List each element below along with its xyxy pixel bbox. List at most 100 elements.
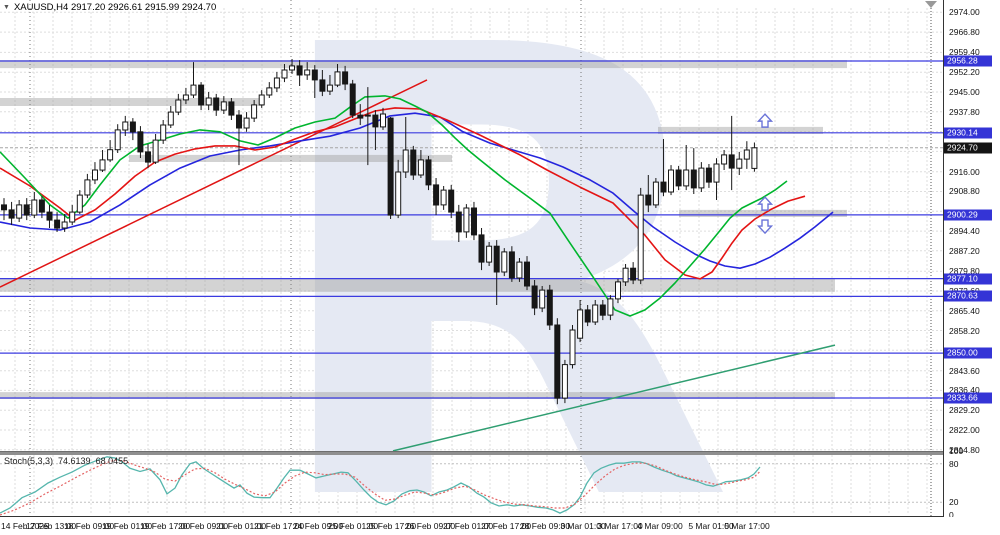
price-level-badge: 2900.29 — [944, 209, 992, 221]
bull-candle — [107, 149, 114, 161]
current-price-badge: 2924.70 — [944, 142, 992, 154]
bear-candle — [311, 69, 318, 81]
bull-candle — [463, 207, 470, 233]
stoch-scale-label: 100 — [949, 446, 964, 456]
time-tick-label: 27 Feb 17:00 — [480, 521, 532, 531]
bear-candle — [675, 169, 682, 187]
bull-candle — [364, 114, 371, 117]
seps-layer — [29, 0, 937, 516]
price-tick-label: 2822.00 — [949, 425, 980, 435]
price-tick-label: 2916.00 — [949, 166, 980, 177]
mid-ma — [0, 107, 806, 280]
bear-candle — [455, 211, 462, 233]
bull-candle — [266, 87, 273, 96]
price-tick-label: 2865.40 — [949, 305, 980, 316]
bull-candle — [160, 124, 167, 141]
stoch-scale-label: 20 — [949, 497, 959, 508]
time-tick-label: 21 Feb 17:00 — [253, 521, 305, 531]
bull-candle — [92, 169, 98, 181]
bull-candle — [743, 149, 750, 160]
time-tick-label: 17 Feb 13:00 — [25, 521, 77, 531]
bull-candle — [402, 149, 409, 173]
bull-candle — [205, 97, 212, 106]
chart-shift-marker-icon — [925, 1, 937, 8]
supply-demand-zone — [0, 60, 847, 69]
bull-candle — [69, 211, 76, 223]
symbol-collapse-icon[interactable]: ▼ — [3, 4, 10, 11]
bull-candle — [304, 69, 311, 76]
supply-demand-zone — [0, 392, 835, 399]
price-axis[interactable]: 2974.00 2966.80 2959.40 2952.20 2945.00 2937.… — [944, 0, 1000, 520]
up-arrow-marker — [756, 196, 774, 211]
bear-candle — [8, 209, 15, 219]
time-tick-label: 19 Feb 17:00 — [139, 521, 191, 531]
bear-candle — [54, 219, 61, 229]
indicator-k-value: 74.6139 — [58, 456, 91, 466]
time-tick-label: 3 Mar 17:00 — [597, 521, 643, 531]
price-tick-label: 2894.40 — [949, 226, 980, 237]
price-tick-label: 2843.60 — [949, 365, 980, 376]
price-level-badge: 2833.66 — [944, 392, 992, 404]
bear-candle — [296, 65, 303, 76]
time-tick-label: 3 Mar 01:00 — [560, 521, 606, 531]
bull-candle — [486, 245, 493, 263]
bull-candle — [698, 167, 705, 189]
trend-layer — [0, 79, 836, 452]
trendline — [392, 344, 836, 452]
indicator-label: Stoch(5,3,3) 74.6139 68.0455 — [4, 456, 133, 466]
bull-candle — [713, 163, 720, 183]
bull-candle — [501, 251, 508, 273]
bear-candle — [531, 285, 538, 309]
candles-layer — [1, 59, 758, 405]
bull-candle — [440, 189, 447, 206]
bear-candle — [478, 234, 485, 263]
supply-demand-zone — [658, 126, 823, 134]
time-tick-label: 25 Feb 17:00 — [365, 521, 417, 531]
supply-demand-zone — [129, 154, 452, 162]
bull-candle — [31, 199, 38, 216]
pane-separator-handle[interactable] — [0, 451, 943, 455]
supply-demand-zone — [0, 278, 835, 292]
bull-candle — [592, 304, 599, 323]
bull-candle — [516, 261, 523, 279]
trendline — [0, 79, 428, 288]
bear-candle — [546, 289, 553, 326]
bull-candle — [395, 171, 402, 216]
price-tick-label: 2879.80 — [949, 266, 980, 277]
bull-candle — [258, 94, 265, 106]
bull-candle — [175, 99, 182, 113]
price-tick-label: 2887.20 — [949, 245, 980, 256]
bear-candle — [554, 324, 561, 399]
bear-candle — [1, 204, 7, 211]
symbol-ohlc-text: XAUUSD,H4 2917.20 2926.61 2915.99 2924.7… — [13, 2, 217, 13]
bear-candle — [372, 114, 379, 128]
bear-candle — [728, 154, 735, 169]
time-axis[interactable]: 14 Feb 2025 17 Feb 13:00 18 Feb 09:00 19 Fe… — [0, 517, 1000, 535]
time-tick-label: 20 Feb 09:00 — [177, 521, 229, 531]
bull-candle — [167, 111, 174, 126]
stoch-d-line — [0, 459, 761, 516]
bear-candle — [137, 131, 144, 153]
time-tick-label: 21 Feb 01:00 — [215, 521, 267, 531]
bull-candle — [61, 221, 68, 229]
price-level-badge: 2850.00 — [944, 347, 992, 359]
bear-candle — [433, 184, 440, 206]
stoch-layer — [0, 456, 761, 516]
price-tick-label: 2952.20 — [949, 67, 980, 78]
bull-candle — [561, 364, 568, 399]
bull-candle — [751, 147, 758, 169]
bear-candle — [213, 97, 220, 111]
time-tick-label: 28 Feb 09:00 — [519, 521, 571, 531]
bull-candle — [273, 77, 280, 89]
bull-candle — [76, 194, 83, 213]
time-tick-label: 19 Feb 01:00 — [101, 521, 153, 531]
bull-candle — [736, 158, 743, 169]
price-tick-label: 2966.80 — [949, 27, 980, 38]
bear-candle — [645, 194, 652, 206]
stoch-scale-label: 0 — [949, 510, 954, 520]
bear-candle — [705, 167, 712, 183]
price-tick-label: 2836.40 — [949, 385, 980, 396]
time-tick-label: 18 Feb 09:00 — [63, 521, 115, 531]
